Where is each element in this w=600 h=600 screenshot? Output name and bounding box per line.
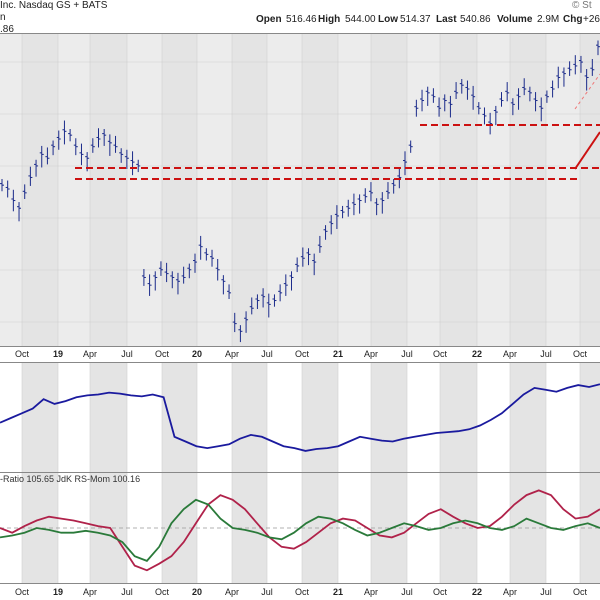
open-value: 516.46: [286, 14, 317, 25]
x-tick-label: Jul: [540, 349, 552, 359]
time-band: [580, 34, 600, 346]
x-tick-label: Jul: [121, 587, 133, 597]
x-tick-label: Apr: [364, 587, 378, 597]
x-tick-label: Apr: [503, 349, 517, 359]
time-band: [510, 34, 546, 346]
rs-chart: [0, 363, 600, 473]
chg-value: +26: [583, 14, 600, 25]
rrg-legend: -Ratio 105.65 JdK RS-Mom 100.16: [0, 474, 140, 484]
x-tick-label: Oct: [573, 587, 588, 597]
header-title: Inc. Nasdaq GS + BATS: [0, 0, 108, 11]
series-fragment: n: [0, 12, 6, 23]
watermark: © St: [572, 0, 592, 11]
x-tick-label: Oct: [573, 349, 588, 359]
time-band: [90, 34, 127, 346]
time-band: [90, 363, 127, 473]
high-label: High: [318, 14, 341, 25]
rs-panel: [0, 362, 600, 474]
x-tick-label: Jul: [401, 587, 413, 597]
low-value: 514.37: [400, 14, 431, 25]
trendline-rising: [574, 131, 600, 170]
x-tick-label: 21: [333, 587, 343, 597]
x-tick-label: Oct: [295, 587, 310, 597]
time-band: [371, 363, 407, 473]
chart-header: Inc. Nasdaq GS + BATS © St n .86 Open 51…: [0, 0, 600, 35]
last-value: 540.86: [460, 14, 491, 25]
x-tick-label: Apr: [83, 587, 97, 597]
x-tick-label: Apr: [225, 587, 239, 597]
time-band: [510, 363, 546, 473]
x-tick-label: Oct: [155, 349, 170, 359]
x-tick-label: Apr: [225, 349, 239, 359]
price-x-axis: Oct 19 Apr Jul Oct 20 Apr Jul Oct 21 Apr Jul Oct 22 Ap…: [15, 349, 588, 359]
low-label: Low: [378, 14, 398, 25]
x-tick-label: 20: [192, 349, 202, 359]
x-tick-label: Apr: [83, 349, 97, 359]
time-band: [232, 34, 267, 346]
time-band: [22, 363, 58, 473]
rs-ratio-line: [0, 489, 600, 572]
x-tick-label: 19: [53, 349, 63, 359]
x-tick-label: 19: [53, 587, 63, 597]
x-tick-label: Oct: [15, 349, 30, 359]
time-band: [162, 34, 197, 346]
rs-momentum-line: [0, 498, 600, 562]
x-tick-label: Oct: [15, 587, 30, 597]
x-tick-label: Oct: [295, 349, 310, 359]
time-band: [302, 363, 338, 473]
x-tick-label: 22: [472, 349, 482, 359]
time-band: [302, 34, 338, 346]
x-tick-label: Oct: [433, 587, 448, 597]
volume-label: Volume: [497, 14, 533, 25]
volume-value: 2.9M: [537, 14, 560, 25]
x-tick-label: 20: [192, 587, 202, 597]
rrg-chart: -Ratio 105.65 JdK RS-Mom 100.16: [0, 473, 600, 583]
price-panel: [0, 33, 600, 347]
x-tick-label: 21: [333, 349, 343, 359]
x-tick-label: Jul: [261, 587, 273, 597]
time-band: [162, 363, 197, 473]
open-label: Open: [256, 14, 282, 25]
x-tick-label: Apr: [503, 587, 517, 597]
bottom-x-axis: Oct 19 Apr Jul Oct 20 Apr Jul Oct 21 Apr Jul Oct 22 Ap…: [15, 587, 588, 597]
time-band: [371, 34, 407, 346]
rrg-panel: -Ratio 105.65 JdK RS-Mom 100.16: [0, 472, 600, 584]
x-tick-label: Jul: [121, 349, 133, 359]
time-band: [440, 363, 477, 473]
x-tick-label: Apr: [364, 349, 378, 359]
price-fragment: .86: [0, 24, 14, 35]
trendline-projection: [574, 73, 600, 110]
time-band: [580, 363, 600, 473]
x-tick-label: Jul: [261, 349, 273, 359]
x-tick-label: Jul: [401, 349, 413, 359]
time-band: [440, 34, 477, 346]
chg-label: Chg: [563, 14, 583, 25]
time-band: [232, 363, 267, 473]
price-chart: [0, 34, 600, 346]
high-value: 544.00: [345, 14, 376, 25]
x-tick-label: Oct: [433, 349, 448, 359]
time-band: [22, 34, 58, 346]
x-tick-label: Oct: [155, 587, 170, 597]
last-label: Last: [436, 14, 457, 25]
x-tick-label: 22: [472, 587, 482, 597]
x-tick-label: Jul: [540, 587, 552, 597]
rs-line: [0, 383, 600, 452]
